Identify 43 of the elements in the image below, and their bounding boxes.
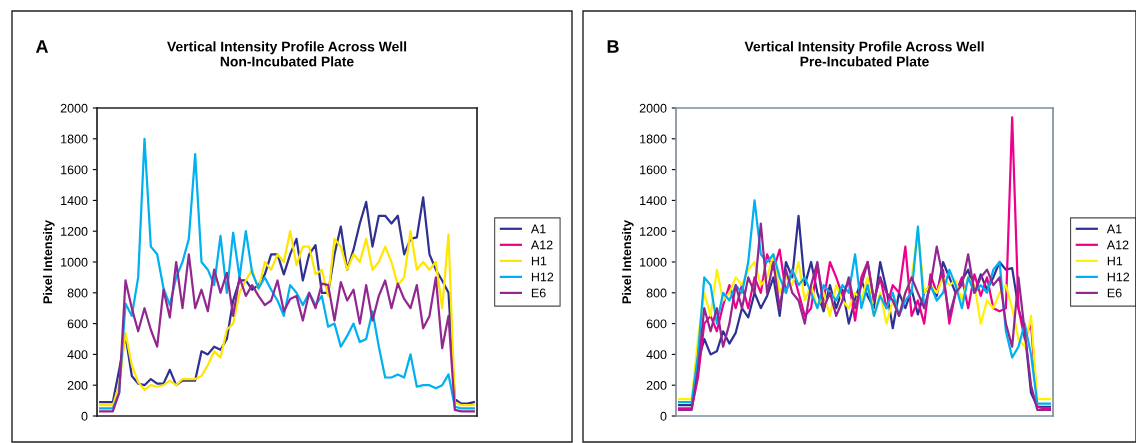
legend-label: A1 [530, 224, 546, 234]
y-tick-label: 1800 [640, 134, 667, 144]
y-tick-label: 200 [646, 381, 667, 390]
line-series [99, 253, 475, 413]
y-tick-label: 800 [67, 288, 88, 298]
legend-label: E6 [531, 288, 546, 298]
line-series [99, 230, 475, 407]
legend-label: H1 [531, 256, 547, 266]
y-tick-label: 1400 [61, 196, 88, 206]
y-tick-label: 0 [660, 411, 667, 421]
y-tick-label: 1400 [640, 196, 667, 206]
y-tick-label: 1600 [61, 165, 88, 175]
y-axis-title: Pixel Intensity [621, 220, 634, 304]
y-tick-label: 0 [81, 411, 88, 421]
y-tick-label: 1000 [640, 257, 667, 267]
y-tick-label: 400 [67, 350, 88, 360]
y-tick-label: 1200 [640, 227, 667, 236]
y-tick-label: 800 [646, 288, 667, 298]
legend-label: H12 [1107, 272, 1130, 282]
y-tick-label: 1000 [61, 257, 88, 267]
legend-label: H1 [1107, 256, 1123, 266]
text: B [607, 40, 619, 53]
y-tick-label: 1600 [640, 165, 667, 175]
y-tick-label: 600 [646, 319, 667, 329]
line-series [678, 116, 1051, 410]
y-tick-label: 200 [67, 381, 88, 390]
y-tick-label: 1200 [61, 227, 88, 236]
legend-label: H12 [531, 272, 554, 282]
legend-label: A1 [1106, 224, 1122, 234]
legend-label: A12 [1106, 240, 1129, 250]
y-tick-label: 400 [646, 350, 667, 360]
legend-label: E6 [1107, 288, 1122, 298]
y-axis-title: Pixel Intensity [42, 220, 55, 304]
y-tick-label: 2000 [60, 103, 88, 113]
line-series [99, 137, 475, 410]
line-series [99, 196, 475, 405]
legend-label: A12 [530, 240, 553, 250]
chart-title: Vertical Intensity Profile Across Well Non-Incubated Plate [167, 41, 407, 67]
y-tick-label: 600 [67, 319, 88, 329]
y-tick-label: 1800 [61, 134, 88, 144]
chart-title: Vertical Intensity Profile Across Well Pre-Incubated Plate [744, 41, 984, 67]
y-tick-label: 2000 [639, 103, 667, 113]
text: A [35, 40, 49, 53]
